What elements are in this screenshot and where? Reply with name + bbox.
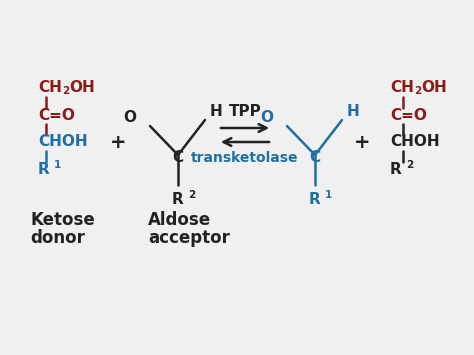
Text: 2: 2 xyxy=(406,160,413,170)
Text: OH: OH xyxy=(421,81,447,95)
Text: transketolase: transketolase xyxy=(191,151,299,165)
Text: +: + xyxy=(110,132,126,152)
Text: CHOH: CHOH xyxy=(390,135,439,149)
Text: CHOH: CHOH xyxy=(38,135,88,149)
Text: C=O: C=O xyxy=(38,108,75,122)
Text: OH: OH xyxy=(69,81,95,95)
Text: O: O xyxy=(124,110,137,126)
Text: Ketose: Ketose xyxy=(30,211,95,229)
Text: R: R xyxy=(172,191,184,207)
Text: acceptor: acceptor xyxy=(148,229,230,247)
Text: H: H xyxy=(210,104,222,120)
Text: 2: 2 xyxy=(188,190,195,200)
Text: CH: CH xyxy=(390,81,414,95)
Text: C=O: C=O xyxy=(390,108,427,122)
Text: donor: donor xyxy=(30,229,85,247)
Text: O: O xyxy=(261,110,273,126)
Text: CH: CH xyxy=(38,81,62,95)
Text: H: H xyxy=(346,104,359,120)
Text: Aldose: Aldose xyxy=(148,211,211,229)
Text: TPP: TPP xyxy=(228,104,261,120)
Text: 1: 1 xyxy=(325,190,332,200)
Text: +: + xyxy=(354,132,370,152)
Text: 1: 1 xyxy=(54,160,61,170)
Text: 2: 2 xyxy=(414,86,421,96)
Text: 2: 2 xyxy=(62,86,69,96)
Text: R: R xyxy=(309,191,321,207)
Text: C: C xyxy=(310,149,320,164)
Text: R: R xyxy=(38,162,50,176)
Text: C: C xyxy=(173,149,183,164)
Text: R: R xyxy=(390,162,402,176)
